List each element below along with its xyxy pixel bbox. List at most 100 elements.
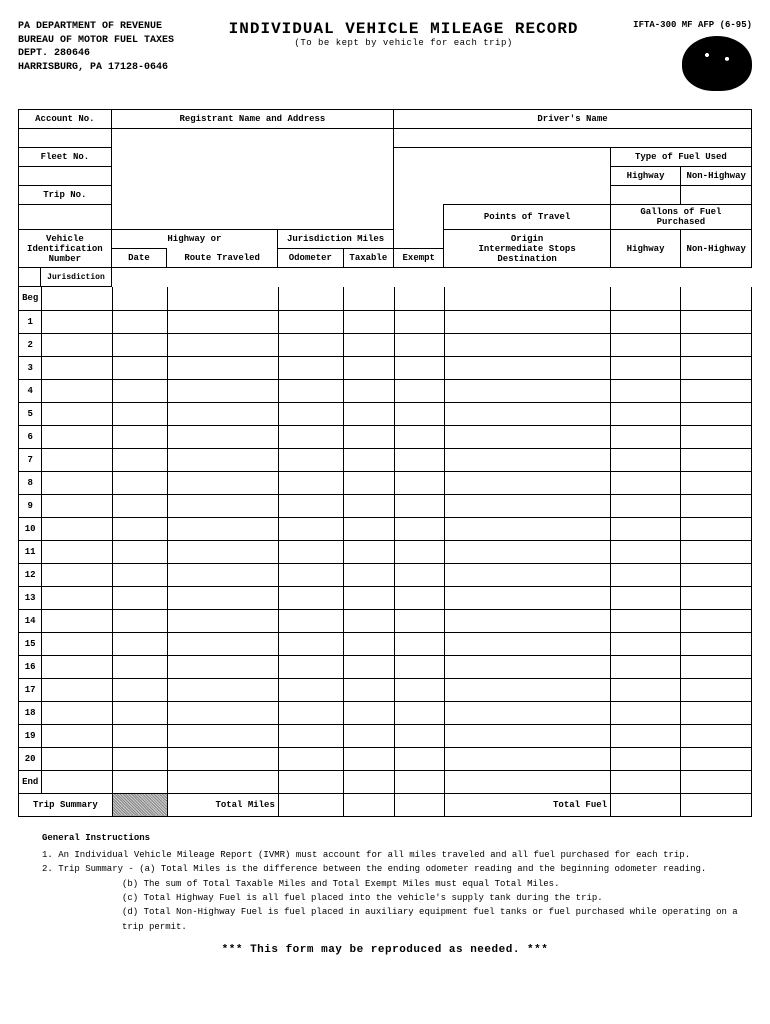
table-cell[interactable] [112,448,167,471]
table-cell[interactable] [278,632,343,655]
fleet-no-field[interactable] [19,167,112,186]
table-cell[interactable] [278,678,343,701]
table-cell[interactable] [112,287,167,310]
table-cell[interactable] [681,632,752,655]
table-cell[interactable] [611,448,681,471]
table-cell[interactable] [168,425,279,448]
table-cell[interactable] [681,678,752,701]
table-cell[interactable] [168,609,279,632]
table-cell[interactable] [112,333,167,356]
table-cell[interactable] [681,287,752,310]
table-cell[interactable] [168,310,279,333]
table-cell[interactable] [112,678,167,701]
table-cell[interactable] [344,356,394,379]
table-cell[interactable] [681,448,752,471]
table-cell[interactable] [444,701,610,724]
table-cell[interactable] [681,333,752,356]
table-cell[interactable] [112,310,167,333]
table-cell[interactable] [611,632,681,655]
driver-field[interactable] [394,129,752,148]
table-cell[interactable] [42,586,112,609]
table-cell[interactable] [42,356,112,379]
table-cell[interactable] [344,471,394,494]
total-nonhwy-fuel-field[interactable] [681,793,752,816]
table-cell[interactable] [278,379,343,402]
table-cell[interactable] [278,310,343,333]
table-cell[interactable] [394,402,444,425]
table-cell[interactable] [278,448,343,471]
table-cell[interactable] [112,494,167,517]
table-cell[interactable] [394,287,444,310]
table-cell[interactable] [344,655,394,678]
table-cell[interactable] [394,333,444,356]
table-cell[interactable] [611,655,681,678]
table-cell[interactable] [344,379,394,402]
table-cell[interactable] [42,425,112,448]
table-cell[interactable] [394,517,444,540]
table-cell[interactable] [42,632,112,655]
table-cell[interactable] [168,724,279,747]
table-cell[interactable] [168,701,279,724]
total-exempt-field[interactable] [394,793,444,816]
table-cell[interactable] [444,379,610,402]
table-cell[interactable] [278,540,343,563]
table-cell[interactable] [42,747,112,770]
table-cell[interactable] [444,563,610,586]
table-cell[interactable] [611,333,681,356]
table-cell[interactable] [344,701,394,724]
table-cell[interactable] [611,678,681,701]
table-cell[interactable] [344,402,394,425]
table-cell[interactable] [168,632,279,655]
table-cell[interactable] [278,747,343,770]
table-cell[interactable] [344,724,394,747]
table-cell[interactable] [278,770,343,793]
table-cell[interactable] [112,632,167,655]
table-cell[interactable] [278,402,343,425]
table-cell[interactable] [168,586,279,609]
table-cell[interactable] [168,517,279,540]
table-cell[interactable] [168,287,279,310]
table-cell[interactable] [444,310,610,333]
table-cell[interactable] [611,724,681,747]
table-cell[interactable] [611,287,681,310]
table-cell[interactable] [681,471,752,494]
table-cell[interactable] [278,333,343,356]
table-cell[interactable] [42,563,112,586]
table-cell[interactable] [444,747,610,770]
table-cell[interactable] [42,448,112,471]
table-cell[interactable] [42,540,112,563]
table-cell[interactable] [112,402,167,425]
table-cell[interactable] [444,724,610,747]
table-cell[interactable] [168,540,279,563]
table-cell[interactable] [344,563,394,586]
table-cell[interactable] [168,448,279,471]
table-cell[interactable] [444,678,610,701]
table-cell[interactable] [168,402,279,425]
table-cell[interactable] [611,586,681,609]
table-cell[interactable] [42,609,112,632]
table-cell[interactable] [681,402,752,425]
table-cell[interactable] [444,425,610,448]
table-cell[interactable] [681,609,752,632]
table-cell[interactable] [394,379,444,402]
table-cell[interactable] [168,770,279,793]
table-cell[interactable] [278,356,343,379]
table-cell[interactable] [681,701,752,724]
table-cell[interactable] [278,724,343,747]
table-cell[interactable] [278,425,343,448]
table-cell[interactable] [681,517,752,540]
table-cell[interactable] [344,333,394,356]
table-cell[interactable] [611,402,681,425]
table-cell[interactable] [112,701,167,724]
table-cell[interactable] [681,563,752,586]
table-cell[interactable] [394,609,444,632]
table-cell[interactable] [611,471,681,494]
table-cell[interactable] [278,586,343,609]
total-taxable-field[interactable] [344,793,394,816]
table-cell[interactable] [394,747,444,770]
table-cell[interactable] [168,494,279,517]
table-cell[interactable] [42,655,112,678]
table-cell[interactable] [278,494,343,517]
table-cell[interactable] [112,563,167,586]
table-cell[interactable] [681,494,752,517]
